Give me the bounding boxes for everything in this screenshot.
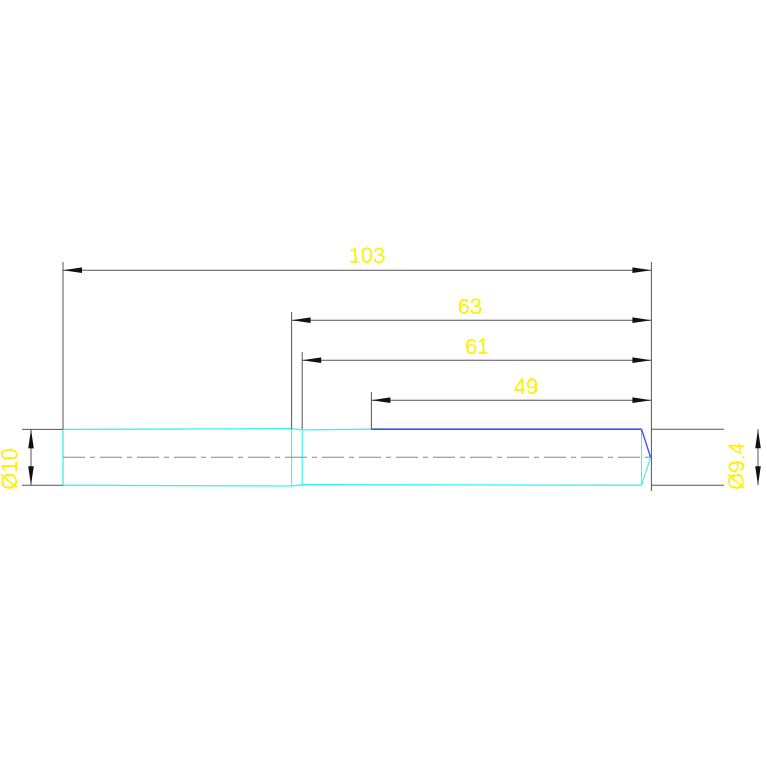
svg-text:61: 61 bbox=[465, 334, 489, 359]
svg-text:Ø10: Ø10 bbox=[0, 448, 22, 490]
svg-text:63: 63 bbox=[458, 294, 482, 319]
svg-text:Ø9.4: Ø9.4 bbox=[724, 442, 749, 490]
svg-text:49: 49 bbox=[514, 374, 538, 399]
svg-text:103: 103 bbox=[349, 243, 386, 268]
